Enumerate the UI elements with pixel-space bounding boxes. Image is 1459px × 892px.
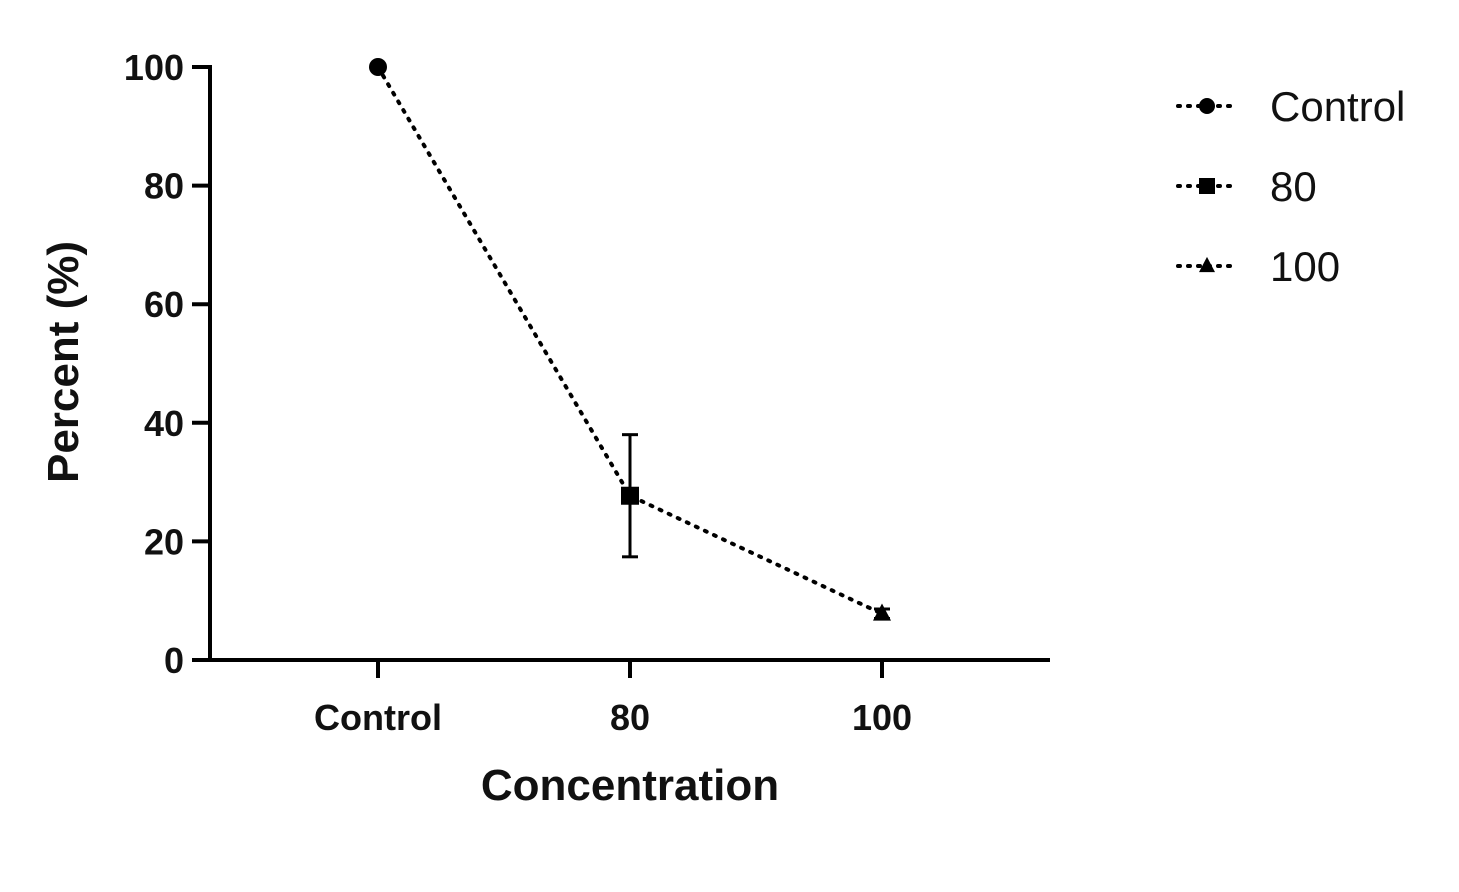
y-tick-label: 0: [164, 640, 184, 681]
data-marks: [369, 58, 891, 621]
y-axis-ticks: 0 20 40 60 80 100: [124, 47, 210, 681]
legend-marker-square: [1199, 178, 1215, 194]
x-tick-label: 100: [852, 697, 912, 738]
data-point-triangle: [873, 603, 891, 621]
y-tick-label: 80: [144, 166, 184, 207]
legend-marker-triangle: [1199, 256, 1215, 273]
x-tick-label: 80: [610, 697, 650, 738]
legend-label: 100: [1270, 243, 1340, 290]
y-tick-label: 20: [144, 521, 184, 562]
data-point-circle: [369, 58, 387, 76]
y-axis-title: Percent (%): [39, 241, 88, 483]
data-point-square: [621, 486, 639, 505]
legend: Control 80 100: [1176, 83, 1405, 290]
legend-label: Control: [1270, 83, 1405, 130]
x-axis-title: Concentration: [481, 761, 779, 810]
x-tick-label: Control: [314, 697, 442, 738]
legend-marker-circle: [1199, 98, 1215, 114]
series-connector-line: [376, 65, 884, 616]
y-tick-label: 100: [124, 47, 184, 88]
axes: [208, 65, 1050, 662]
y-tick-label: 40: [144, 403, 184, 444]
legend-label: 80: [1270, 163, 1317, 210]
dotted-line: [376, 65, 884, 616]
x-axis-ticks: Control 80 100: [314, 660, 912, 738]
y-tick-label: 60: [144, 284, 184, 325]
